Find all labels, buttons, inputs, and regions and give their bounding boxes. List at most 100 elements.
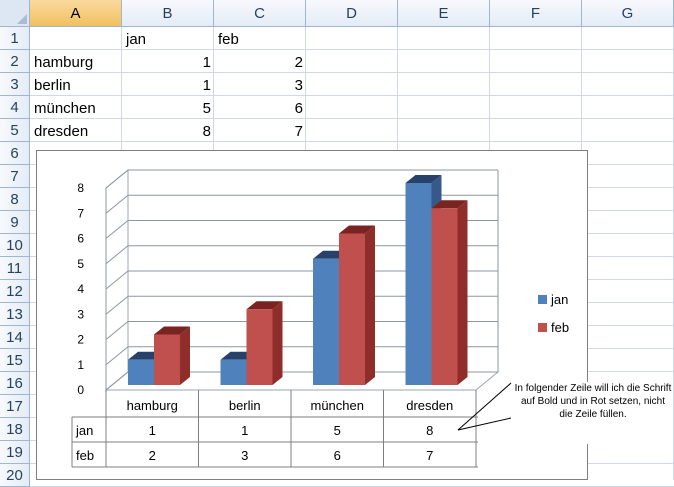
data-table-value-feb-hamburg: 2 bbox=[149, 448, 156, 463]
row-header-20[interactable]: 20 bbox=[0, 464, 30, 487]
cell-B5[interactable]: 8 bbox=[202, 122, 211, 140]
column-header-E[interactable]: E bbox=[398, 0, 490, 27]
row-header-13[interactable]: 13 bbox=[0, 303, 30, 326]
y-tick-label: 3 bbox=[77, 307, 84, 321]
comment-callout[interactable]: In folgender Zeile will ich die Schrift … bbox=[513, 382, 673, 444]
row-header-2[interactable]: 2 bbox=[0, 50, 30, 73]
cell-C2[interactable]: 2 bbox=[294, 53, 303, 71]
row-gridline bbox=[30, 49, 674, 50]
bar-top-jan-dresden bbox=[405, 175, 442, 183]
x-category-label: berlin bbox=[229, 398, 261, 413]
data-table-value-jan-berlin: 1 bbox=[241, 423, 248, 438]
y-tick-label: 1 bbox=[77, 358, 84, 372]
column-header-F[interactable]: F bbox=[490, 0, 582, 27]
cell-A4[interactable]: münchen bbox=[34, 99, 96, 117]
cell-B3[interactable]: 1 bbox=[202, 76, 211, 94]
y-tick-label: 2 bbox=[77, 333, 84, 347]
legend-key-feb bbox=[538, 323, 547, 332]
cell-B4[interactable]: 5 bbox=[202, 99, 211, 117]
y-tick-label: 7 bbox=[77, 206, 84, 220]
legend-key-jan bbox=[538, 295, 547, 304]
y-tick-label: 6 bbox=[77, 232, 84, 246]
cell-B2[interactable]: 1 bbox=[202, 53, 211, 71]
cell-A3[interactable]: berlin bbox=[34, 76, 71, 94]
column-header-G[interactable]: G bbox=[582, 0, 674, 27]
row-header-1[interactable]: 1 bbox=[0, 27, 30, 50]
cell-A5[interactable]: dresden bbox=[34, 122, 89, 140]
row-header-15[interactable]: 15 bbox=[0, 349, 30, 372]
x-category-label: münchen bbox=[311, 398, 364, 413]
row-gridline bbox=[30, 141, 674, 142]
bar-top-feb-dresden bbox=[431, 200, 468, 209]
callout-pointer bbox=[457, 417, 512, 431]
legend-label-feb: feb bbox=[551, 320, 569, 335]
row-header-5[interactable]: 5 bbox=[0, 119, 30, 142]
row-gridline bbox=[30, 95, 674, 96]
bar-jan-münchen bbox=[313, 258, 339, 385]
cell-A2[interactable]: hamburg bbox=[34, 53, 94, 71]
column-chart-3d[interactable]: 0 1 2 3 4 5 6 7 8 hamburg 1 2 berlin 1 3 münchen 5 6 dresd… bbox=[36, 150, 588, 480]
column-header-D[interactable]: D bbox=[306, 0, 398, 27]
bar-feb-berlin bbox=[246, 309, 273, 385]
bar-side-feb-hamburg bbox=[180, 326, 190, 385]
x-category-label: dresden bbox=[406, 398, 453, 413]
row-header-4[interactable]: 4 bbox=[0, 96, 30, 119]
bar-feb-hamburg bbox=[154, 334, 180, 385]
y-tick-label: 0 bbox=[77, 383, 84, 397]
row-header-7[interactable]: 7 bbox=[0, 165, 30, 188]
row-header-14[interactable]: 14 bbox=[0, 326, 30, 349]
x-category-label: hamburg bbox=[127, 398, 178, 413]
bar-feb-dresden bbox=[431, 208, 458, 385]
row-header-9[interactable]: 9 bbox=[0, 211, 30, 234]
bar-jan-berlin bbox=[220, 359, 247, 385]
chart-gridline bbox=[105, 194, 498, 214]
select-all-corner[interactable] bbox=[0, 0, 30, 27]
data-table-value-feb-berlin: 3 bbox=[241, 448, 248, 463]
cell-C1[interactable]: feb bbox=[218, 30, 239, 48]
legend-label-jan: jan bbox=[550, 292, 568, 307]
bar-side-feb-berlin bbox=[272, 301, 283, 385]
cell-C4[interactable]: 6 bbox=[294, 99, 303, 117]
bar-side-feb-dresden bbox=[457, 200, 468, 385]
bar-feb-münchen bbox=[339, 233, 365, 385]
column-header-A[interactable]: A bbox=[30, 0, 122, 27]
column-header-B[interactable]: B bbox=[122, 0, 214, 27]
row-header-10[interactable]: 10 bbox=[0, 234, 30, 257]
row-header-11[interactable]: 11 bbox=[0, 257, 30, 280]
data-table-series-label-feb: feb bbox=[76, 448, 94, 463]
data-table-value-feb-münchen: 6 bbox=[334, 448, 341, 463]
cell-A1[interactable] bbox=[31, 28, 122, 50]
row-header-16[interactable]: 16 bbox=[0, 372, 30, 395]
bar-top-feb-münchen bbox=[339, 225, 375, 234]
data-table-series-label-jan: jan bbox=[75, 423, 93, 438]
data-table-value-jan-dresden: 8 bbox=[426, 423, 433, 438]
row-gridline bbox=[30, 118, 674, 119]
chart-gridline bbox=[105, 220, 498, 239]
row-header-8[interactable]: 8 bbox=[0, 188, 30, 211]
cell-B1[interactable]: jan bbox=[126, 30, 147, 48]
row-header-17[interactable]: 17 bbox=[0, 395, 30, 418]
y-tick-label: 4 bbox=[77, 282, 84, 296]
bar-top-feb-berlin bbox=[246, 301, 283, 310]
y-tick-label: 5 bbox=[77, 257, 84, 271]
row-header-3[interactable]: 3 bbox=[0, 73, 30, 96]
bar-jan-hamburg bbox=[128, 359, 154, 385]
y-tick-label: 8 bbox=[77, 181, 84, 195]
column-header-C[interactable]: C bbox=[214, 0, 306, 27]
cell-C3[interactable]: 3 bbox=[294, 76, 303, 94]
data-table-value-feb-dresden: 7 bbox=[426, 448, 433, 463]
data-table-value-jan-münchen: 5 bbox=[334, 423, 341, 438]
cell-C5[interactable]: 7 bbox=[294, 122, 303, 140]
bar-side-feb-münchen bbox=[365, 225, 375, 385]
row-gridline bbox=[30, 72, 674, 73]
callout-pointer bbox=[457, 382, 512, 431]
row-header-6[interactable]: 6 bbox=[0, 142, 30, 165]
data-table-value-jan-hamburg: 1 bbox=[149, 423, 156, 438]
row-header-19[interactable]: 19 bbox=[0, 441, 30, 464]
row-header-18[interactable]: 18 bbox=[0, 418, 30, 441]
row-header-12[interactable]: 12 bbox=[0, 280, 30, 303]
chart-gridline bbox=[105, 169, 498, 189]
bar-jan-dresden bbox=[405, 183, 432, 385]
bar-top-feb-hamburg bbox=[154, 326, 190, 335]
